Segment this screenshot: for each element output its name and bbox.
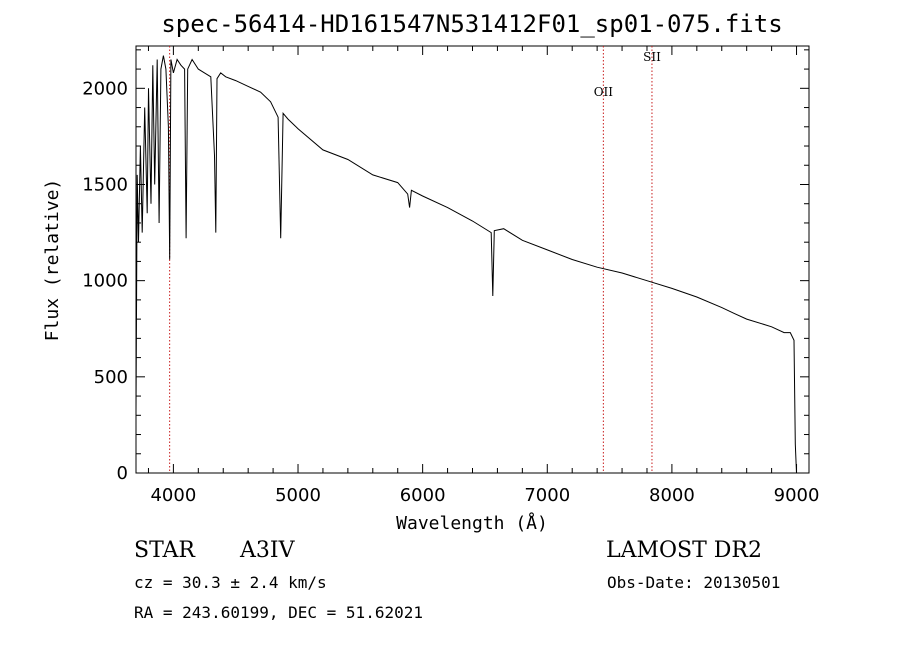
survey-name: LAMOST DR2 <box>606 538 762 563</box>
y-axis: 0 500 1000 1500 2000 <box>82 49 809 484</box>
sky-coordinates: RA = 243.60199, DEC = 51.62021 <box>134 603 423 622</box>
plot-frame <box>135 45 810 474</box>
y-tick-label: 2000 <box>82 78 128 99</box>
line-marker-label: OII <box>594 85 614 99</box>
x-axis: 4000 5000 6000 7000 8000 9000 <box>147 46 820 506</box>
y-tick-label: 1500 <box>82 174 128 195</box>
line-marker-label: SII <box>643 50 661 64</box>
x-tick-label: 7000 <box>524 485 570 506</box>
y-tick-label: 500 <box>94 367 128 388</box>
redshift-velocity: cz = 30.3 ± 2.4 km/s <box>134 573 327 592</box>
spectral-subclass: A3IV <box>240 538 295 563</box>
object-class: STAR <box>134 538 195 563</box>
x-axis-label: Wavelength (Å) <box>396 512 548 534</box>
x-tick-label: 9000 <box>774 485 820 506</box>
emission-line-markers: OII SII <box>169 46 661 473</box>
y-tick-label: 0 <box>117 463 128 484</box>
chart-title: spec-56414-HD161547N531412F01_sp01-075.f… <box>161 10 782 38</box>
spectrum-line <box>135 55 797 474</box>
x-tick-label: 5000 <box>275 485 321 506</box>
y-tick-label: 1000 <box>82 271 128 292</box>
y-axis-label: Flux (relative) <box>42 179 63 342</box>
x-tick-label: 6000 <box>400 485 446 506</box>
x-tick-label: 4000 <box>150 485 196 506</box>
observation-date: Obs-Date: 20130501 <box>607 573 781 592</box>
x-tick-label: 8000 <box>649 485 695 506</box>
